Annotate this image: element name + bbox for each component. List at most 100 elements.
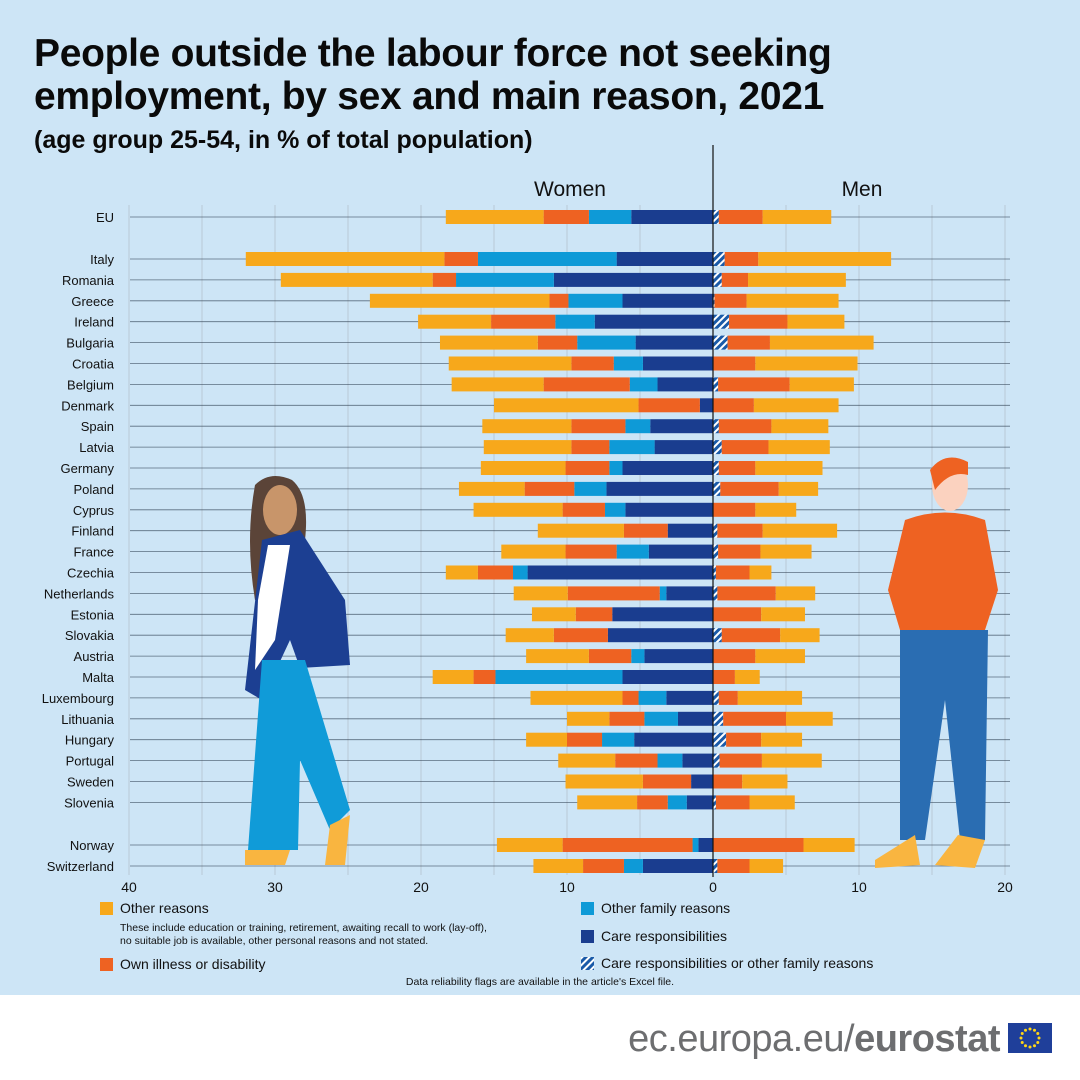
- bar-women-family: [495, 670, 623, 684]
- bar-women-illness: [537, 335, 578, 350]
- bar-women-family: [609, 461, 623, 475]
- bar-men-illness: [729, 314, 788, 329]
- bar-women-family: [638, 690, 667, 705]
- bar-men-other: [755, 356, 858, 371]
- x-tick-label: 10: [851, 879, 867, 895]
- bar-women-illness: [543, 210, 589, 224]
- flag-star-icon: [1036, 1041, 1040, 1044]
- bar-women-illness: [553, 628, 608, 643]
- bar-men-other: [760, 544, 812, 559]
- country-label: Italy: [90, 252, 114, 267]
- bar-men-other: [780, 628, 820, 643]
- bar-women-other: [445, 565, 478, 580]
- bar-women-family: [574, 481, 607, 496]
- bar-men-illness: [718, 690, 738, 705]
- country-label: Croatia: [72, 357, 115, 372]
- bar-women-care: [698, 838, 713, 852]
- bar-women-care: [622, 461, 713, 475]
- bar-women-illness: [583, 859, 624, 873]
- bar-women-care: [622, 670, 713, 684]
- bar-men-illness: [717, 586, 776, 601]
- bar-men-other: [787, 314, 845, 329]
- country-label: Spain: [81, 419, 114, 434]
- bar-men-other: [761, 753, 822, 768]
- bar-men-other: [761, 607, 805, 622]
- footer-domain: ec.europa.eu/: [628, 1018, 855, 1060]
- bar-men-care_or_family: [713, 753, 720, 768]
- bar-men-other: [786, 711, 833, 726]
- bar-women-illness: [623, 523, 668, 538]
- bar-women-care: [634, 732, 713, 747]
- legend-care-or-family-label: Care responsibilities or other family re…: [601, 955, 874, 971]
- bar-men-illness: [718, 544, 761, 559]
- bar-men-other: [755, 461, 823, 475]
- bar-men-illness: [714, 293, 747, 308]
- bar-women-other: [513, 586, 568, 601]
- bar-women-care: [648, 544, 713, 559]
- bar-women-family: [609, 440, 655, 455]
- country-label: Malta: [82, 670, 115, 685]
- country-label: Romania: [62, 273, 115, 288]
- legend-other-swatch: [100, 902, 113, 915]
- bar-men-other: [749, 795, 795, 810]
- bar-men-illness: [715, 565, 750, 580]
- chart-title: People outside the labour force not seek…: [34, 32, 832, 118]
- bar-men-other: [753, 398, 839, 413]
- bar-men-illness: [713, 670, 735, 684]
- country-label: Hungary: [65, 733, 115, 748]
- bar-men-other: [734, 670, 760, 684]
- flag-star-icon: [1024, 1044, 1027, 1048]
- country-label: Slovenia: [64, 795, 115, 810]
- bar-women-family: [555, 314, 595, 329]
- bar-men-illness: [713, 649, 756, 664]
- bar-women-illness: [565, 544, 617, 559]
- bar-women-family: [659, 586, 667, 601]
- bar-women-other: [245, 252, 445, 266]
- bar-women-illness: [571, 356, 614, 371]
- bar-women-other: [369, 293, 550, 308]
- bar-women-family: [657, 753, 683, 768]
- bar-women-illness: [549, 293, 569, 308]
- bar-women-care: [667, 523, 713, 538]
- bar-women-other: [483, 440, 572, 455]
- legend-care-label: Care responsibilities: [601, 928, 728, 944]
- bar-women-illness: [432, 272, 457, 287]
- bar-men-other: [761, 732, 803, 747]
- bar-women-illness: [524, 481, 575, 496]
- bar-men-illness: [727, 335, 770, 350]
- bar-men-other: [775, 586, 816, 601]
- bar-women-care: [677, 711, 713, 726]
- bar-women-care: [553, 272, 713, 287]
- panel-label-women: Women: [534, 178, 606, 201]
- bar-women-other: [482, 419, 572, 434]
- bar-women-family: [456, 272, 554, 287]
- bar-women-care: [594, 314, 713, 329]
- bar-women-other: [496, 838, 563, 852]
- legend-other-note-2: no suitable job is available, other pers…: [120, 935, 429, 947]
- bar-women-care: [666, 586, 713, 601]
- bar-women-care: [635, 335, 713, 350]
- bar-men-illness: [713, 356, 756, 371]
- bar-men-other: [778, 481, 819, 496]
- bar-women-illness: [477, 565, 513, 580]
- bars: [245, 210, 892, 873]
- bar-men-illness: [713, 398, 754, 413]
- bar-women-care: [612, 607, 713, 622]
- country-label: Czechia: [67, 566, 115, 581]
- bar-women-other: [530, 690, 623, 705]
- bar-women-family: [602, 732, 635, 747]
- bar-men-care_or_family: [713, 314, 730, 329]
- bar-women-illness: [562, 838, 693, 852]
- bar-men-other: [748, 272, 846, 287]
- bar-men-other: [755, 502, 797, 517]
- bar-men-care_or_family: [713, 859, 718, 873]
- legend-illness-swatch: [100, 958, 113, 971]
- bar-men-other: [749, 859, 784, 873]
- bar-women-other: [558, 753, 616, 768]
- bar-men-illness: [713, 838, 804, 852]
- bar-men-illness: [717, 523, 763, 538]
- legend-care-swatch: [581, 930, 594, 943]
- country-label: Slovakia: [65, 628, 115, 643]
- eu-flag-icon: [1008, 1023, 1052, 1053]
